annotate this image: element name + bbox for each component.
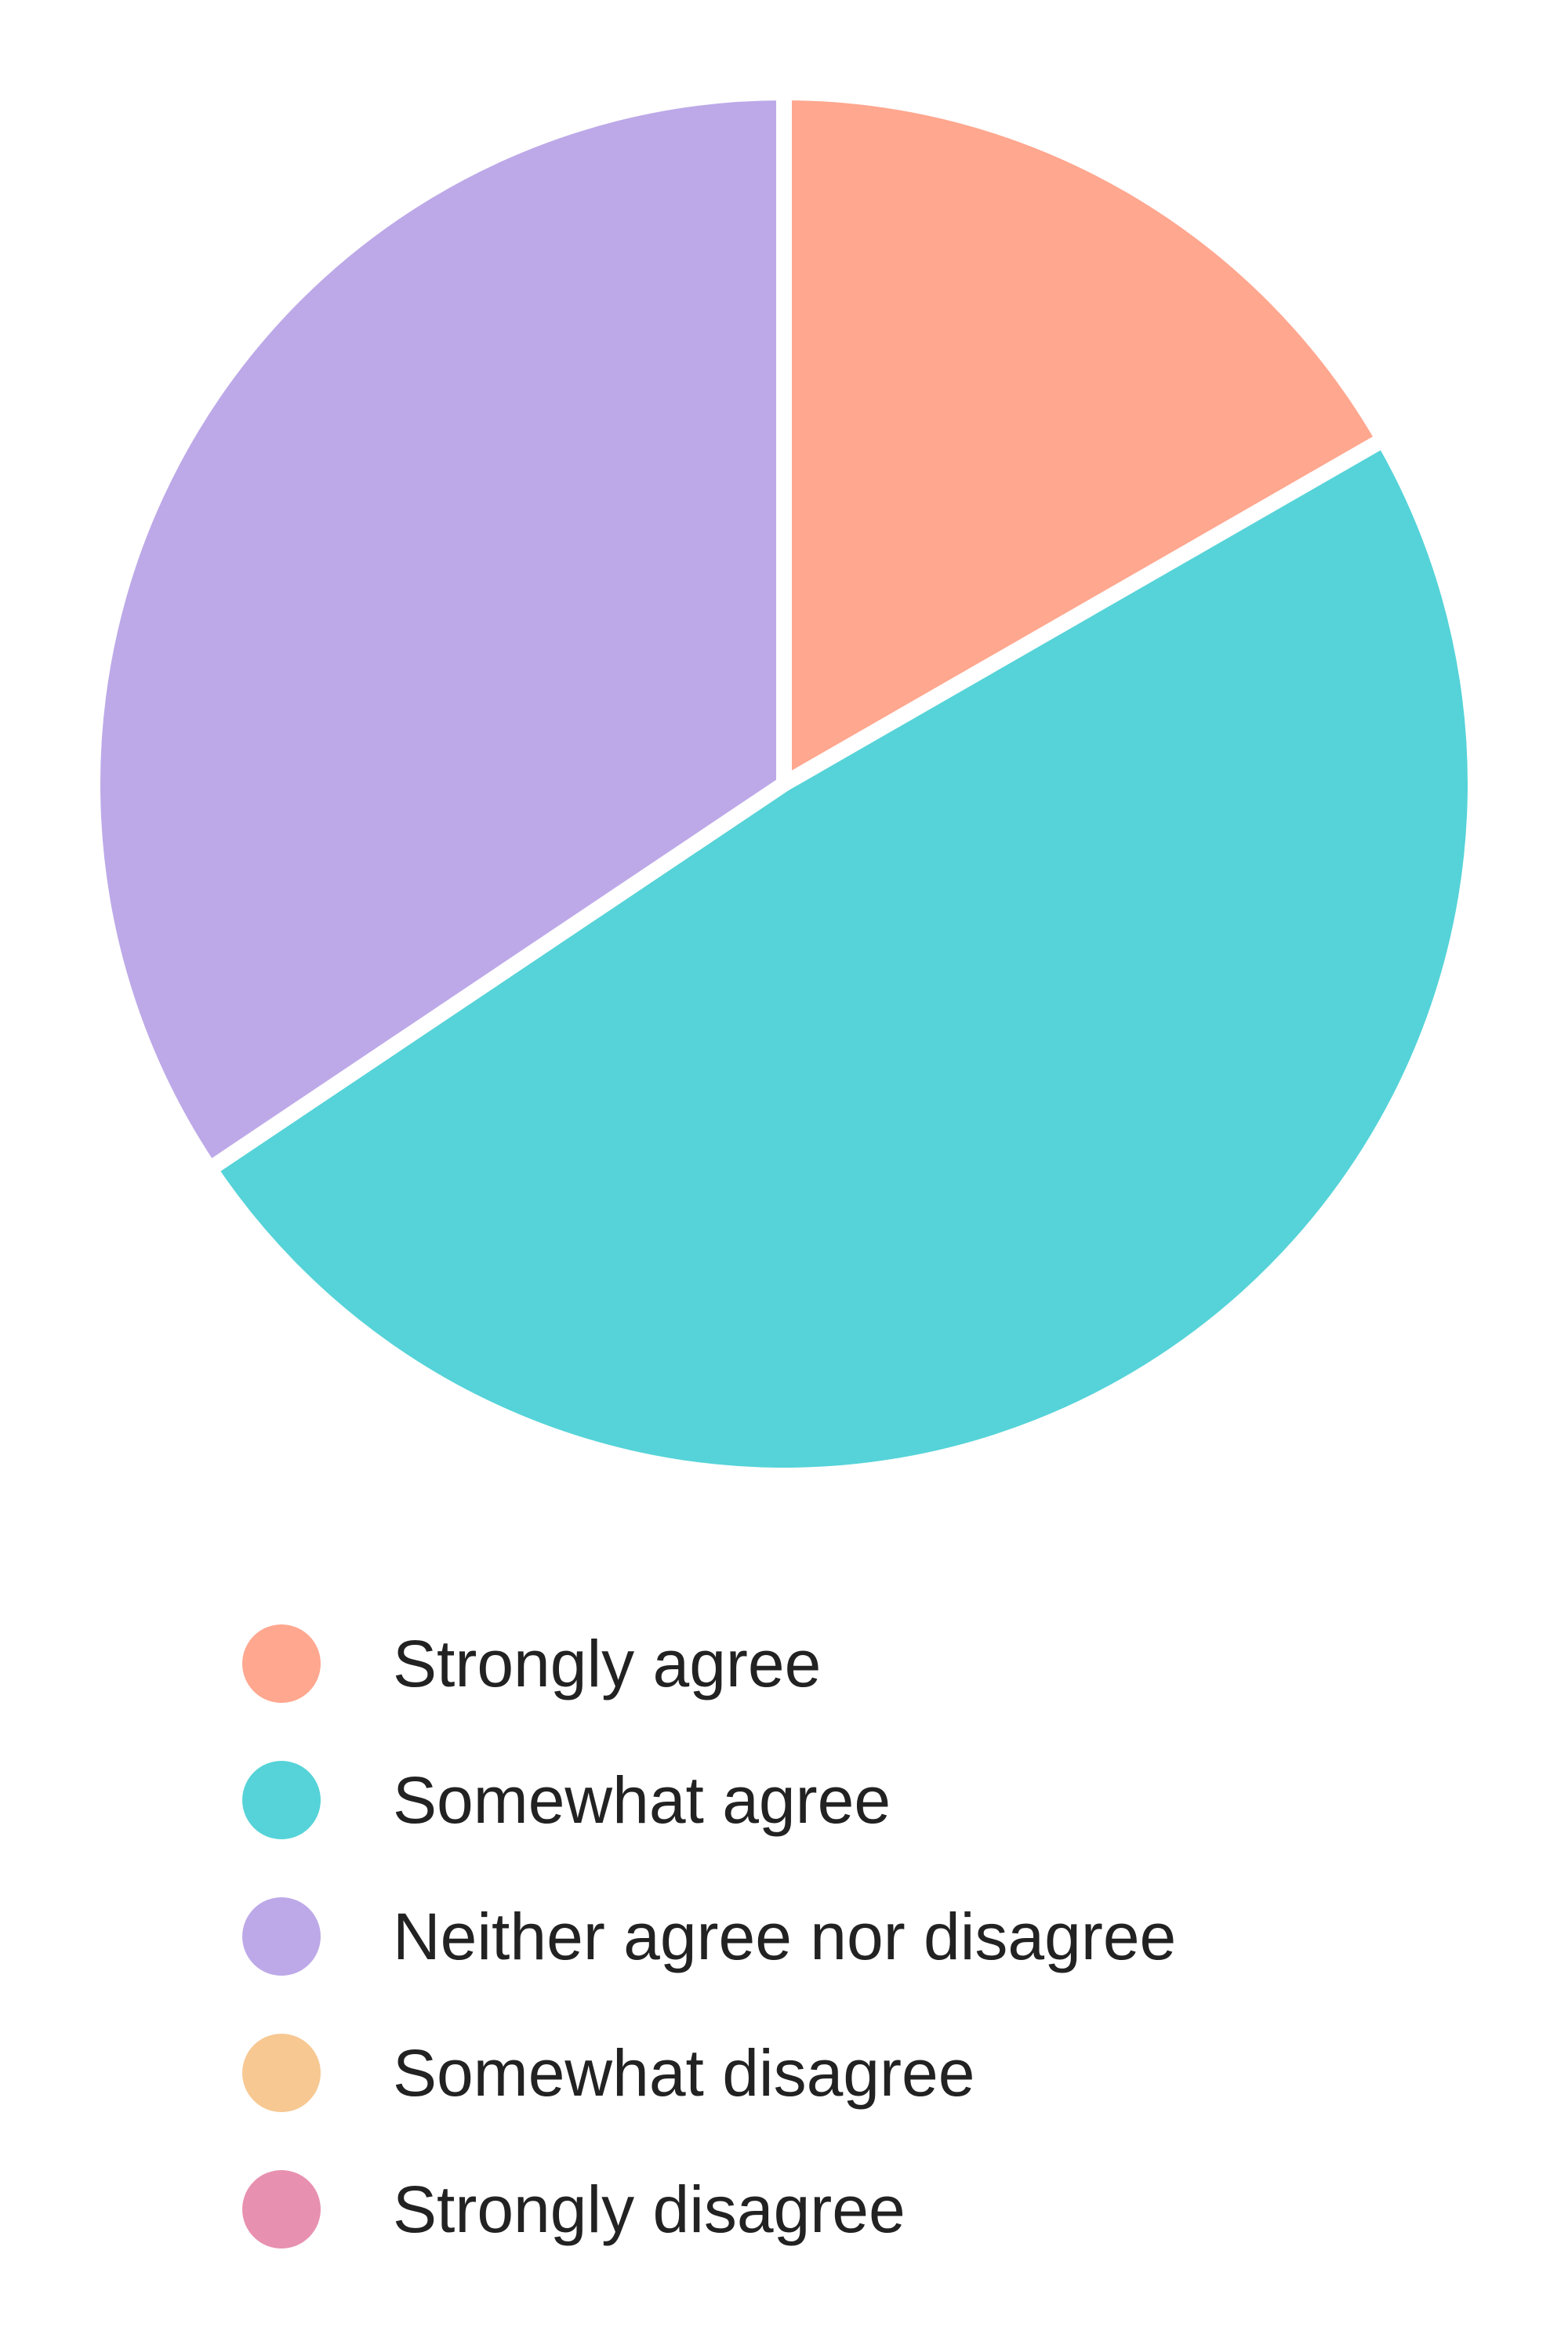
pie-slice-strongly-agree[interactable] [776,85,1392,792]
legend-item-neither-agree-nor-disagree[interactable]: Neither agree nor disagree [242,1868,1497,2005]
legend-swatch-somewhat-disagree [242,2034,321,2112]
legend-swatch-strongly-agree [242,1624,321,1703]
pie-slice-somewhat-agree[interactable] [201,431,1483,1484]
legend-swatch-strongly-disagree [242,2170,321,2249]
legend-label-neither-agree-nor-disagree: Neither agree nor disagree [393,1900,1177,1973]
legend-swatch-neither-agree-nor-disagree [242,1897,321,1976]
legend-swatch-somewhat-agree [242,1761,321,1839]
legend-label-somewhat-agree: Somewhat agree [393,1763,891,1837]
pie-slice-neither-agree-nor-disagree[interactable] [85,85,792,1178]
pie-slices [85,85,1483,1484]
pie-chart [85,85,1483,1484]
legend-item-somewhat-agree[interactable]: Somewhat agree [242,1732,1497,1868]
legend-label-strongly-agree: Strongly agree [393,1627,822,1700]
legend: Strongly agree Somewhat agree Neither agre… [242,1595,1497,2278]
legend-label-somewhat-disagree: Somewhat disagree [393,2036,975,2110]
legend-item-strongly-agree[interactable]: Strongly agree [242,1595,1497,1732]
legend-label-strongly-disagree: Strongly disagree [393,2172,906,2246]
legend-item-somewhat-disagree[interactable]: Somewhat disagree [242,2005,1497,2141]
legend-item-strongly-disagree[interactable]: Strongly disagree [242,2141,1497,2278]
